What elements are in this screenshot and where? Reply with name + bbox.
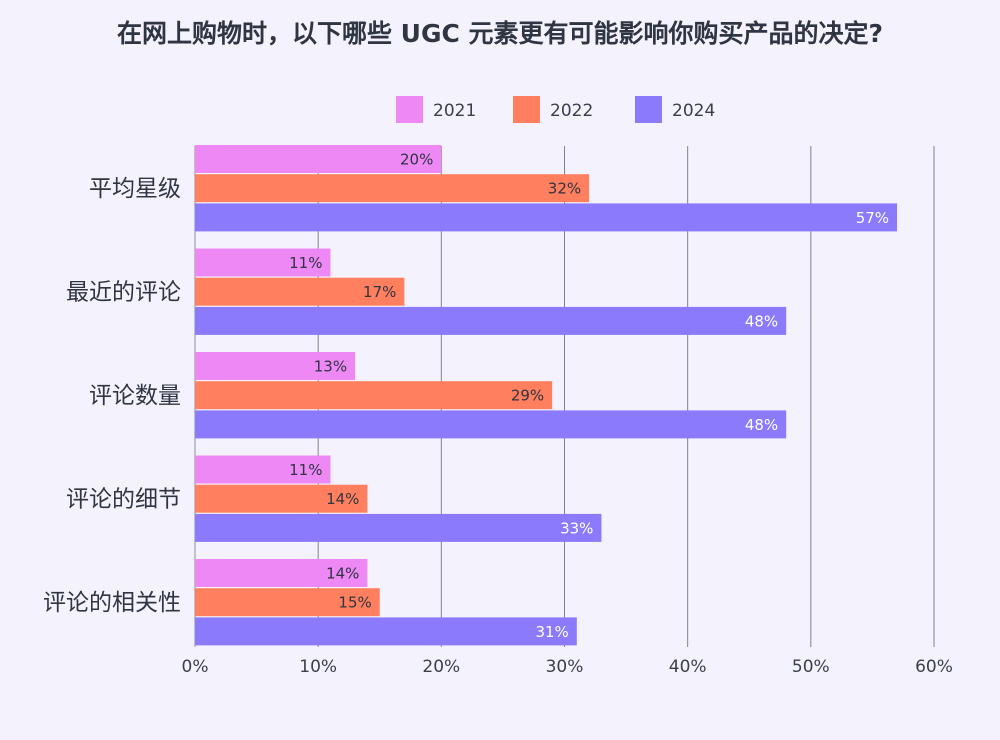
data-label: 48% <box>745 312 778 330</box>
legend-label-2022: 2022 <box>550 101 593 121</box>
bar-2021 <box>195 455 331 484</box>
bar-2021 <box>195 559 368 587</box>
bar-2021 <box>195 145 442 173</box>
data-label: 17% <box>363 283 396 301</box>
chart-title: 在网上购物时，以下哪些 UGC 元素更有可能影响你购买产品的决定? <box>116 19 884 48</box>
bar-2024 <box>195 203 898 232</box>
data-label: 29% <box>511 387 544 405</box>
data-label: 15% <box>338 594 371 612</box>
legend-swatch-2022 <box>513 96 540 123</box>
data-label: 20% <box>400 151 433 169</box>
bar-2022 <box>195 174 590 203</box>
legend-swatch-2021 <box>396 96 423 123</box>
bar-2022 <box>195 588 380 617</box>
bar-2024 <box>195 410 787 439</box>
data-label: 14% <box>326 565 359 583</box>
x-tick-label: 10% <box>299 657 337 677</box>
data-label: 13% <box>314 358 347 376</box>
x-tick-label: 0% <box>182 657 209 677</box>
bar-2024 <box>195 617 577 646</box>
bar-2024 <box>195 513 602 542</box>
category-label: 评论的相关性 <box>43 590 181 616</box>
bar-2022 <box>195 277 405 306</box>
bar-2022 <box>195 484 368 513</box>
bars <box>195 145 898 646</box>
legend: 2021 2022 2024 <box>396 96 715 123</box>
data-label: 33% <box>560 519 593 537</box>
category-label: 评论数量 <box>89 383 181 409</box>
category-label: 最近的评论 <box>66 280 181 306</box>
data-label: 32% <box>548 180 581 198</box>
data-label: 31% <box>535 623 568 641</box>
data-label: 11% <box>289 461 322 479</box>
legend-label-2021: 2021 <box>433 101 476 121</box>
data-label: 14% <box>326 490 359 508</box>
legend-label-2024: 2024 <box>672 101 715 121</box>
x-tick-label: 20% <box>422 657 460 677</box>
bar-2021 <box>195 352 356 380</box>
bar-2021 <box>195 248 331 277</box>
x-tick-label: 40% <box>669 657 707 677</box>
category-label: 平均星级 <box>89 176 181 202</box>
data-label: 11% <box>289 254 322 272</box>
legend-swatch-2024 <box>635 96 662 123</box>
x-tick-label: 30% <box>546 657 584 677</box>
data-label: 57% <box>856 209 889 227</box>
x-tick-label: 50% <box>792 657 830 677</box>
x-tick-label: 60% <box>915 657 953 677</box>
data-label: 48% <box>745 416 778 434</box>
bar-2024 <box>195 306 787 335</box>
labels: 0% 10% 20% 30% 40% 50% 60% 平均星级 20% 32% 57% 最近的评论 11… <box>43 151 953 678</box>
category-label: 评论的细节 <box>66 487 181 513</box>
bar-2022 <box>195 381 553 410</box>
